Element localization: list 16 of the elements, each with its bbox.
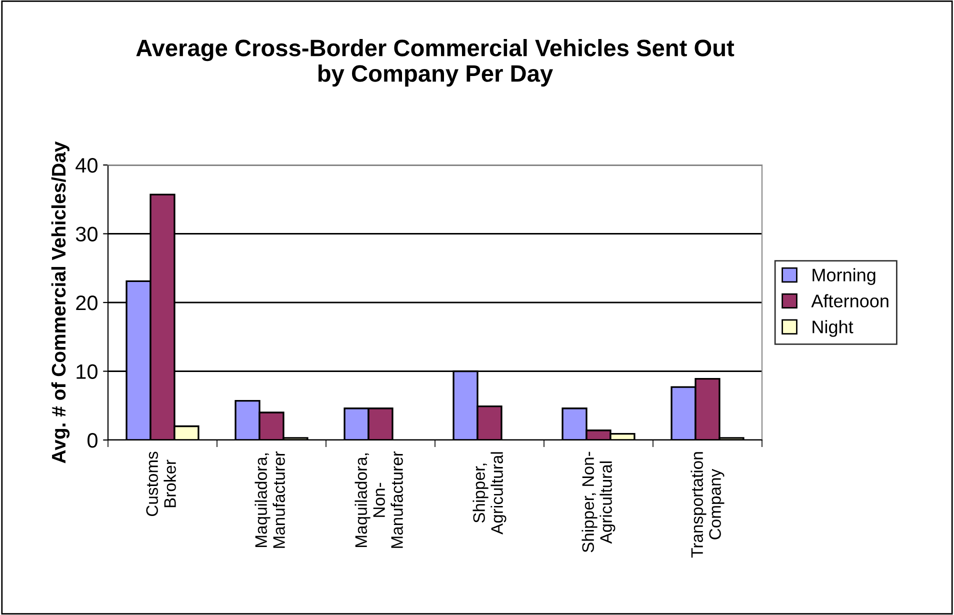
y-tick-label: 40 <box>76 158 98 173</box>
legend-label: Night <box>812 320 854 337</box>
y-tick-label: 0 <box>88 433 98 448</box>
y-tick-label: 10 <box>76 364 98 380</box>
x-tick-label: Maquiladora, Non- Manufacturer <box>354 451 403 548</box>
y-axis-title: Avg. # of Commercial Vehicles/Day <box>51 141 70 464</box>
x-tick-label: Customs Broker <box>146 452 176 516</box>
x-tick-label: Shipper, Agricultural <box>472 452 506 534</box>
legend-label: Morning <box>812 268 876 286</box>
y-tick-label: 30 <box>76 226 98 242</box>
chart-title: Average Cross-Border Commercial Vehicles Sent Out by Company Per Day <box>136 39 734 87</box>
x-tick-label: Maquiladora, Manufacturer <box>254 451 285 548</box>
y-tick-label: 20 <box>76 296 98 310</box>
x-tick-label: Shipper, Non- Agricultural <box>582 452 616 552</box>
legend-label: Afternoon <box>811 294 888 308</box>
x-tick-label: Transportation Company <box>690 452 724 558</box>
